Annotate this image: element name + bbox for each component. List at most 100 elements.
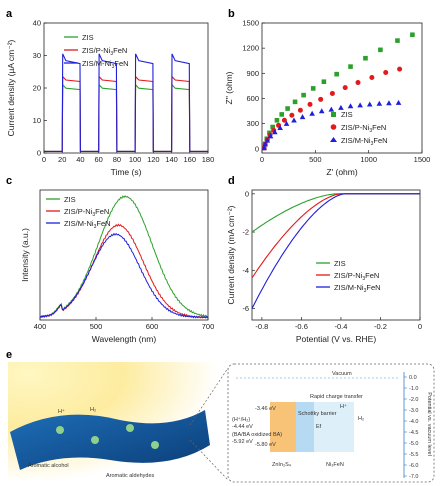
- point-b-0-5: [274, 117, 280, 123]
- legend-c: ZIS ZIS/P-Ni3FeN ZIS/M-Ni3FeN: [46, 195, 111, 230]
- point-b-2-1: [262, 141, 268, 147]
- legend-label-p-d: ZIS/P-Ni3FeN: [334, 271, 379, 282]
- point-b-2-13: [347, 103, 354, 109]
- a-xtick-label-1: 20: [58, 155, 66, 164]
- vacuum-scale-label-6: -5.0: [409, 441, 418, 447]
- h2-label-left: H₂: [90, 407, 96, 413]
- panel-letter-d: d: [228, 175, 235, 187]
- b-xtick-label-1: 500: [309, 155, 322, 164]
- series-a-0: [44, 83, 208, 152]
- point-b-0-10: [310, 86, 316, 91]
- h-plus-label-right: H⁺: [340, 403, 347, 410]
- h-plus-label-left: H⁺: [58, 408, 65, 415]
- legend-label-p-c: ZIS/P-Ni3FeN: [64, 207, 109, 218]
- zoom-line-top: [189, 367, 229, 426]
- point-b-2-10: [318, 108, 325, 114]
- schematic-e: H⁺ H₂ Aromatic alcohol Aromatic aldehyde…: [8, 362, 435, 483]
- b-ytick-label-3: 900: [246, 69, 259, 78]
- legend-label-p-a: ZIS/P-Ni3FeN: [82, 46, 127, 57]
- legend-label-zis-c: ZIS: [64, 195, 76, 204]
- legend-label-zis-a: ZIS: [82, 33, 94, 42]
- series-a-2: [44, 53, 208, 152]
- vacuum-scale-label-3: -3.0: [409, 408, 418, 414]
- point-b-0-16: [395, 38, 400, 43]
- legend-b: ZIS ZIS/P-Ni3FeN ZIS/M-Ni3FeN: [330, 110, 388, 147]
- particle-3: [126, 424, 134, 432]
- point-b-0-8: [292, 99, 298, 105]
- a-ytick-label-1: 10: [33, 116, 41, 125]
- point-b-1-15: [383, 69, 389, 75]
- b-xtick-label-0: 0: [260, 155, 264, 164]
- vb-energy-label: -5.80 eV: [255, 442, 276, 448]
- junction-block: [296, 402, 314, 452]
- point-b-1-6: [281, 117, 287, 123]
- a-xtick-label-5: 100: [129, 155, 142, 164]
- particle-2: [91, 436, 99, 444]
- vacuum-scale-label-9: -7.0: [409, 474, 418, 480]
- b-ytick-label-5: 1500: [242, 19, 259, 28]
- vacuum-scale-label-8: -6.0: [409, 463, 418, 469]
- chart-d: -0.8 -0.6 -0.4 -0.2 0 -6 -4 -2 0 Potential (V vs…: [226, 189, 422, 344]
- a-xtick-label-0: 0: [42, 155, 46, 164]
- aromatic-aldehydes-label: Aromatic aldehydes: [106, 473, 155, 479]
- vacuum-scale-label-2: -2.0: [409, 397, 418, 403]
- series-a-1: [44, 75, 208, 152]
- point-b-0-17: [410, 32, 415, 38]
- point-b-2-8: [299, 114, 306, 120]
- zis-band-block: [270, 402, 296, 452]
- znin2s4-label: ZnIn₂S₄: [272, 462, 292, 468]
- ba-level-value: -5.92 eV: [232, 439, 253, 445]
- a-ytick-label-2: 20: [33, 84, 41, 93]
- cb-energy-label: -3.46 eV: [255, 406, 276, 412]
- a-xtick-label-9: 180: [202, 155, 215, 164]
- d-xtick-label-0: -0.8: [255, 322, 268, 331]
- point-b-2-15: [366, 101, 373, 107]
- d-ytick-label-2: -2: [242, 228, 249, 237]
- plot-frame-c: [39, 189, 209, 321]
- d-ytick-label-0: -6: [242, 304, 249, 313]
- a-ytick-label-3: 30: [33, 51, 41, 60]
- plot-frame-d: [251, 189, 421, 321]
- series-c-1: [39, 223, 209, 319]
- legend-label-m-d: ZIS/M-Ni3FeN: [334, 283, 381, 294]
- a-xtick-label-8: 160: [184, 155, 197, 164]
- point-b-2-0: [261, 145, 267, 151]
- point-b-1-7: [289, 112, 295, 118]
- c-xtick-label-2: 600: [146, 322, 159, 331]
- point-b-2-3: [267, 133, 274, 139]
- x-axis-label-c: Wavelength (nm): [92, 334, 157, 344]
- legend-marker-zis-b: [331, 112, 336, 117]
- point-b-0-9: [301, 92, 306, 98]
- rapid-charge-transfer-label: Rapid charge transfer: [310, 394, 363, 400]
- point-b-1-16: [397, 66, 403, 72]
- point-b-0-12: [334, 71, 339, 77]
- panel-letter-e: e: [6, 349, 12, 361]
- a-xtick-label-7: 140: [165, 155, 178, 164]
- a-xtick-label-3: 60: [94, 155, 102, 164]
- point-b-1-13: [355, 80, 361, 86]
- point-b-2-5: [277, 125, 283, 131]
- b-ytick-label-1: 300: [246, 119, 259, 128]
- legend-a: ZIS ZIS/P-Ni3FeN ZIS/M-Ni3FeN: [64, 33, 129, 70]
- chart-a: 0 20 40 60 80 100 120 140 160 180 0 10 20 30 40 Time (…: [6, 19, 214, 178]
- point-b-0-13: [348, 64, 353, 69]
- d-xtick-label-1: -0.6: [295, 322, 308, 331]
- series-d-2: [251, 193, 420, 309]
- point-b-2-6: [283, 120, 290, 126]
- point-b-2-17: [386, 100, 392, 106]
- vacuum-label: Vacuum: [332, 371, 352, 377]
- b-ytick-label-2: 600: [246, 94, 259, 103]
- point-b-2-7: [291, 117, 297, 123]
- ni3fen-label: Ni₃FeN: [326, 462, 344, 468]
- ef-label: Ef: [316, 424, 322, 430]
- point-b-1-10: [318, 96, 324, 102]
- a-xtick-label-2: 40: [76, 155, 84, 164]
- point-b-2-9: [309, 110, 315, 116]
- point-b-0-14: [363, 55, 368, 61]
- point-b-0-7: [285, 106, 290, 111]
- point-b-1-12: [342, 85, 348, 91]
- a-xtick-label-6: 120: [147, 155, 160, 164]
- c-xtick-label-1: 500: [90, 322, 103, 331]
- x-axis-label-b: Z' (ohm): [326, 167, 358, 177]
